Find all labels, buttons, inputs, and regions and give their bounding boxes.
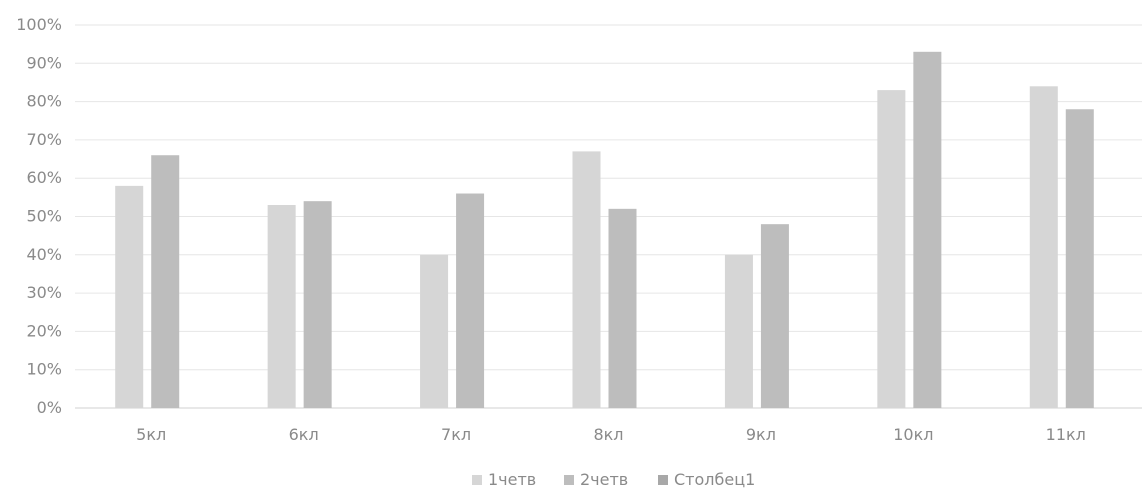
- y-tick-label: 100%: [16, 15, 62, 34]
- y-tick-label: 30%: [26, 283, 62, 302]
- bar: [609, 209, 637, 408]
- bar: [725, 255, 753, 408]
- bar: [268, 205, 296, 408]
- y-axis-tick-labels: 0% 10% 20% 30% 40% 50% 60% 70% 80% 90% 100%: [16, 15, 62, 417]
- y-tick-label: 60%: [26, 168, 62, 187]
- x-category-label: 10кл: [893, 425, 933, 444]
- bar: [420, 255, 448, 408]
- bar: [115, 186, 143, 408]
- bar: [877, 90, 905, 408]
- x-category-label: 6кл: [289, 425, 319, 444]
- legend-swatch: [658, 475, 668, 485]
- y-tick-label: 50%: [26, 207, 62, 226]
- y-tick-label: 40%: [26, 245, 62, 264]
- bar: [304, 201, 332, 408]
- bar: [573, 151, 601, 408]
- x-category-label: 8кл: [593, 425, 623, 444]
- bar: [1030, 86, 1058, 408]
- legend: 1четв 2четв Столбец1: [472, 470, 755, 488]
- legend-label: 2четв: [580, 470, 628, 488]
- bar: [151, 155, 179, 408]
- legend-label: 1четв: [488, 470, 536, 488]
- bar: [761, 224, 789, 408]
- bar: [1066, 109, 1094, 408]
- x-category-label: 7кл: [441, 425, 471, 444]
- bar: [913, 52, 941, 408]
- legend-label: Столбец1: [674, 470, 755, 488]
- x-category-label: 11кл: [1046, 425, 1086, 444]
- x-category-label: 5кл: [136, 425, 166, 444]
- bar: [456, 194, 484, 408]
- bars: [115, 52, 1094, 408]
- x-category-label: 9кл: [746, 425, 776, 444]
- y-tick-label: 70%: [26, 130, 62, 149]
- y-tick-label: 0%: [37, 398, 62, 417]
- y-tick-label: 90%: [26, 53, 62, 72]
- x-axis-category-labels: 5кл 6кл 7кл 8кл 9кл 10кл 11кл: [136, 425, 1086, 444]
- y-tick-label: 10%: [26, 360, 62, 379]
- y-tick-label: 80%: [26, 92, 62, 111]
- y-tick-label: 20%: [26, 321, 62, 340]
- legend-swatch: [472, 475, 482, 485]
- legend-swatch: [564, 475, 574, 485]
